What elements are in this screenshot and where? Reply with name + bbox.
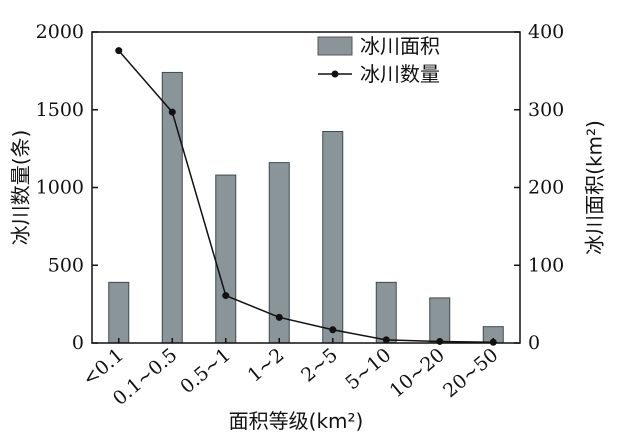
- x-tick-label-7: 20~50: [439, 344, 502, 402]
- left-tick-label-3: 1500: [36, 99, 84, 121]
- right-tick-label-1: 100: [528, 254, 564, 276]
- axes-layer: [91, 31, 521, 344]
- y-axis-right-title: 冰川面积(km²): [583, 120, 607, 255]
- bar-5: [375, 281, 397, 344]
- legend-bar-swatch: [317, 36, 353, 56]
- legend-line-marker: [331, 70, 339, 78]
- bar-4: [322, 131, 344, 344]
- x-tick-label-4: 2~5: [297, 344, 342, 387]
- x-tick-label-2: 0.5~1: [176, 344, 235, 398]
- bars-layer: [108, 71, 504, 344]
- legend-line-label: 冰川数量: [360, 62, 440, 86]
- left-tick-label-2: 1000: [36, 177, 84, 199]
- left-tick-label-0: 0: [72, 332, 84, 354]
- count-point-0: [115, 47, 123, 55]
- bar-0: [108, 281, 130, 344]
- bar-2: [215, 174, 237, 344]
- line-layer: [115, 47, 497, 346]
- left-tick-label-4: 2000: [36, 21, 84, 43]
- count-point-4: [329, 326, 337, 334]
- plot-frame: [91, 31, 521, 344]
- legend-bar-label: 冰川面积: [360, 34, 440, 58]
- count-series-line: [118, 50, 494, 343]
- left-tick-label-1: 500: [48, 254, 84, 276]
- ticks-layer: 05001000150020000100200300400<0.10.1~0.5…: [36, 21, 565, 410]
- x-axis-title: 面积等级(km²): [229, 409, 364, 433]
- count-point-3: [275, 313, 283, 321]
- y-axis-left-title: 冰川数量(条): [9, 130, 33, 246]
- bar-6: [429, 297, 451, 344]
- right-tick-label-0: 0: [528, 332, 540, 354]
- right-tick-label-4: 400: [528, 21, 564, 43]
- x-tick-label-6: 10~20: [386, 344, 449, 402]
- x-tick-label-3: 1~2: [244, 344, 289, 387]
- legend: 冰川面积 冰川数量: [317, 34, 440, 86]
- count-point-1: [168, 108, 176, 116]
- right-tick-label-2: 200: [528, 177, 564, 199]
- right-tick-label-3: 300: [528, 99, 564, 121]
- count-point-2: [222, 292, 230, 300]
